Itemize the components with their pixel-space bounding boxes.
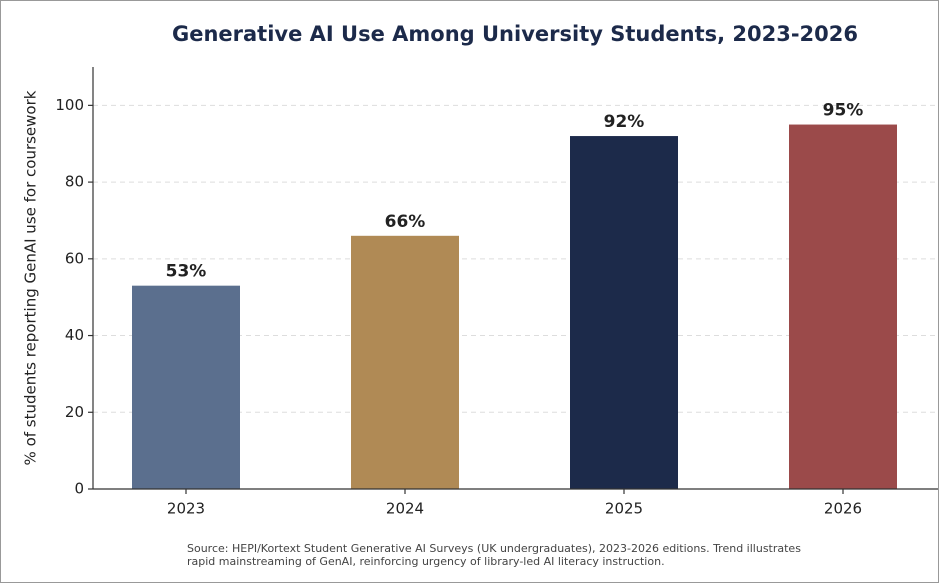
source-note: Source: HEPI/Kortext Student Generative … <box>187 542 801 555</box>
data-label: 92% <box>604 112 645 132</box>
y-tick-label: 0 <box>74 480 84 498</box>
x-tick-label: 2026 <box>824 500 862 518</box>
y-tick-label: 100 <box>55 96 84 114</box>
data-label: 66% <box>385 212 426 232</box>
data-label: 53% <box>166 262 207 282</box>
bar <box>351 235 459 489</box>
data-label: 95% <box>823 101 864 121</box>
y-tick-label: 20 <box>65 403 84 421</box>
bar <box>570 136 678 489</box>
y-tick-label: 60 <box>65 249 84 267</box>
y-tick-label: 40 <box>65 326 84 344</box>
x-tick-label: 2023 <box>167 500 205 518</box>
source-note: rapid mainstreaming of GenAI, reinforcin… <box>187 555 665 568</box>
bar <box>789 124 897 489</box>
y-axis-label: % of students reporting GenAI use for co… <box>22 90 40 465</box>
y-tick-label: 80 <box>65 173 84 191</box>
chart-title: Generative AI Use Among University Stude… <box>172 22 858 46</box>
x-tick-label: 2024 <box>386 500 424 518</box>
bar <box>132 285 240 489</box>
x-tick-label: 2025 <box>605 500 643 518</box>
